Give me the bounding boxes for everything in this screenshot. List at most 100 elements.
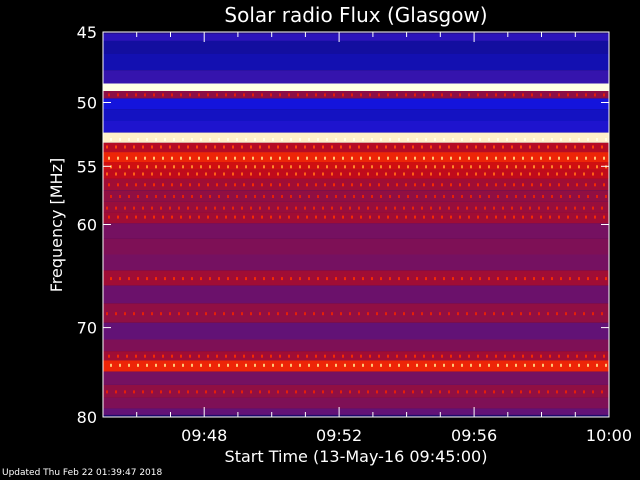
- signal-speckle: [299, 363, 301, 367]
- signal-speckle: [243, 183, 245, 187]
- signal-speckle: [603, 183, 605, 187]
- signal-speckle: [416, 165, 418, 169]
- signal-speckle: [353, 195, 355, 198]
- signal-speckle: [502, 206, 504, 210]
- frequency-band: [103, 212, 609, 224]
- signal-speckle: [191, 277, 193, 281]
- signal-speckle: [295, 145, 297, 149]
- signal-speckle: [457, 86, 459, 90]
- signal-speckle: [153, 215, 155, 219]
- signal-speckle: [542, 138, 544, 141]
- signal-speckle: [504, 215, 506, 219]
- signal-speckle: [162, 93, 164, 97]
- signal-speckle: [223, 86, 225, 90]
- signal-speckle: [448, 312, 450, 316]
- signal-speckle: [358, 390, 360, 394]
- signal-speckle: [180, 354, 182, 358]
- signal-speckle: [459, 215, 461, 219]
- signal-speckle: [450, 93, 452, 97]
- signal-speckle: [236, 138, 238, 141]
- signal-speckle: [205, 86, 207, 90]
- signal-speckle: [205, 390, 207, 394]
- signal-speckle: [351, 215, 353, 219]
- signal-speckle: [173, 138, 175, 141]
- signal-speckle: [583, 390, 585, 394]
- signal-speckle: [448, 172, 450, 176]
- signal-speckle: [272, 138, 274, 141]
- signal-speckle: [506, 165, 508, 169]
- signal-speckle: [520, 172, 522, 176]
- signal-speckle: [533, 195, 535, 198]
- signal-speckle: [317, 277, 319, 281]
- signal-speckle: [353, 138, 355, 141]
- signal-speckle: [605, 277, 607, 281]
- signal-speckle: [270, 156, 272, 160]
- signal-speckle: [360, 156, 362, 160]
- signal-speckle: [232, 390, 234, 394]
- signal-speckle: [434, 195, 436, 198]
- signal-speckle: [146, 138, 148, 141]
- signal-speckle: [263, 138, 265, 141]
- signal-speckle: [324, 354, 326, 358]
- signal-speckle: [506, 277, 508, 281]
- signal-speckle: [407, 277, 409, 281]
- signal-speckle: [430, 390, 432, 394]
- signal-speckle: [200, 363, 202, 367]
- signal-speckle: [457, 390, 459, 394]
- signal-speckle: [272, 195, 274, 198]
- signal-speckle: [313, 172, 315, 176]
- signal-speckle: [155, 277, 157, 281]
- signal-speckle: [594, 183, 596, 187]
- signal-speckle: [461, 138, 463, 141]
- y-tick-label: 50: [77, 94, 97, 113]
- signal-speckle: [236, 277, 238, 281]
- signal-speckle: [261, 215, 263, 219]
- signal-speckle: [135, 183, 137, 187]
- signal-speckle: [565, 86, 567, 90]
- signal-speckle: [385, 206, 387, 210]
- signal-speckle: [160, 145, 162, 149]
- signal-speckle: [254, 277, 256, 281]
- signal-speckle: [522, 93, 524, 97]
- signal-speckle: [313, 206, 315, 210]
- signal-speckle: [279, 183, 281, 187]
- signal-speckle: [477, 183, 479, 187]
- signal-speckle: [486, 183, 488, 187]
- signal-speckle: [486, 215, 488, 219]
- signal-speckle: [268, 312, 270, 316]
- frequency-band: [103, 70, 609, 84]
- signal-speckle: [259, 390, 261, 394]
- signal-speckle: [439, 172, 441, 176]
- signal-speckle: [286, 206, 288, 210]
- signal-speckle: [452, 165, 454, 169]
- signal-speckle: [324, 156, 326, 160]
- signal-speckle: [173, 363, 175, 367]
- signal-speckle: [333, 215, 335, 219]
- signal-speckle: [479, 277, 481, 281]
- signal-speckle: [106, 312, 108, 316]
- signal-speckle: [196, 86, 198, 90]
- frequency-band: [103, 40, 609, 54]
- signal-speckle: [430, 206, 432, 210]
- signal-speckle: [362, 363, 364, 367]
- signal-speckle: [457, 206, 459, 210]
- signal-speckle: [223, 172, 225, 176]
- signal-speckle: [362, 277, 364, 281]
- signal-speckle: [459, 156, 461, 160]
- signal-speckle: [225, 93, 227, 97]
- signal-speckle: [108, 156, 110, 160]
- signal-speckle: [313, 145, 315, 149]
- signal-speckle: [376, 312, 378, 316]
- signal-speckle: [126, 183, 128, 187]
- signal-speckle: [315, 215, 317, 219]
- signal-speckle: [380, 363, 382, 367]
- signal-speckle: [533, 277, 535, 281]
- signal-speckle: [540, 354, 542, 358]
- signal-speckle: [376, 145, 378, 149]
- signal-speckle: [371, 138, 373, 141]
- signal-speckle: [504, 156, 506, 160]
- signal-speckle: [250, 145, 252, 149]
- signal-speckle: [421, 206, 423, 210]
- signal-speckle: [457, 145, 459, 149]
- signal-speckle: [493, 172, 495, 176]
